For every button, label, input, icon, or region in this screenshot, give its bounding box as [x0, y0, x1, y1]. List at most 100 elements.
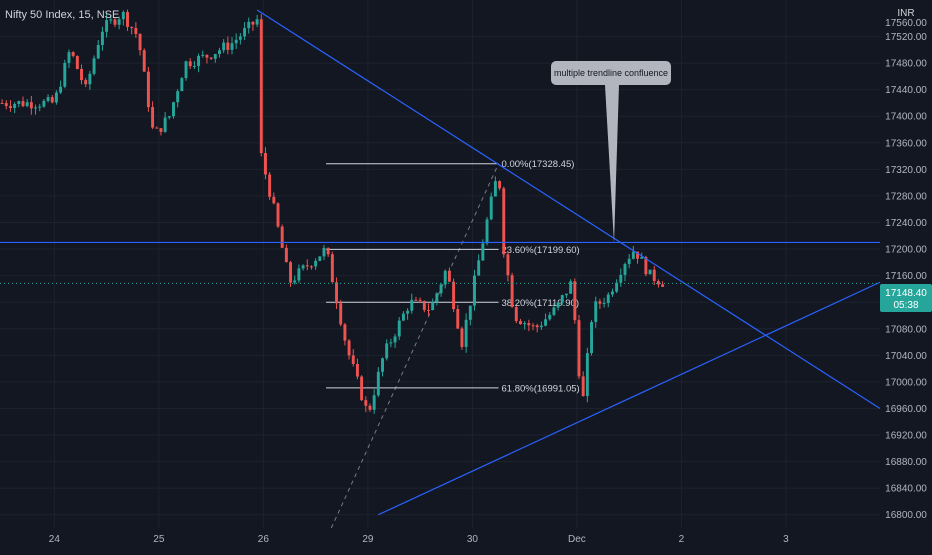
fib-retracement[interactable]: 0.00%(17328.45) 23.60%(17199.60) 38.20%(17…: [326, 159, 580, 529]
candle-body: [623, 264, 627, 275]
candle-body: [648, 269, 652, 275]
candle-body: [284, 247, 288, 263]
price-tick-label: 16920.00: [885, 431, 927, 442]
price-axis[interactable]: INR 17560.00 17520.00 17480.00 17440.00 174…: [885, 8, 927, 521]
time-tick-label: 25: [153, 534, 165, 545]
candle-body: [552, 307, 556, 315]
candle-body: [21, 101, 25, 107]
candle-body: [548, 314, 552, 320]
candle-body: [464, 319, 468, 347]
fib-trend-line[interactable]: [330, 163, 499, 529]
candle-body: [535, 325, 539, 328]
candle-body: [368, 405, 372, 410]
candle-body: [264, 153, 267, 175]
candles-layer: [0, 9, 665, 414]
candle-body: [406, 310, 410, 314]
candle-body: [452, 281, 456, 310]
candle-body: [510, 275, 514, 308]
candle-body: [385, 343, 389, 359]
candle-body: [13, 104, 17, 108]
candle-body: [172, 102, 175, 117]
candle-body: [155, 127, 159, 129]
candle-body: [272, 196, 276, 204]
candle-body: [460, 328, 464, 347]
candle-body: [322, 247, 326, 257]
candle-body: [138, 33, 142, 51]
candle-body: [117, 19, 121, 25]
candle-body: [610, 291, 614, 295]
candle-body: [619, 274, 623, 283]
candle-body: [468, 305, 472, 320]
candle-body: [142, 50, 146, 72]
candle-body: [493, 181, 497, 197]
time-tick-label: 29: [362, 534, 374, 545]
candle-body: [636, 251, 639, 259]
candle-body: [213, 54, 217, 59]
price-tick-label: 17480.00: [885, 59, 927, 70]
candle-body: [590, 322, 594, 354]
candle-body: [381, 358, 384, 372]
candle-body: [422, 300, 426, 310]
time-tick-label: 2: [679, 534, 685, 545]
candle-body: [130, 26, 134, 28]
price-tick-label: 17080.00: [885, 324, 927, 335]
candle-body: [80, 69, 83, 81]
trendlines-layer[interactable]: [0, 9, 881, 516]
price-tick-label: 17360.00: [885, 138, 927, 149]
candle-body: [197, 55, 201, 66]
candle-body: [268, 174, 272, 197]
time-axis[interactable]: 24 25 26 29 30 Dec 2 3: [0, 528, 932, 550]
candle-body: [544, 319, 548, 326]
candle-body: [443, 270, 447, 285]
candle-body: [397, 320, 401, 337]
candle-body: [259, 19, 263, 154]
candle-body: [309, 266, 313, 268]
candle-body: [573, 281, 577, 321]
price-tick-label: 17040.00: [885, 351, 927, 362]
grid-layer: [0, 0, 880, 528]
candle-body: [230, 43, 234, 50]
annotation-pointer: [605, 85, 619, 243]
candle-body: [71, 52, 75, 56]
symbol-label[interactable]: Nifty 50 Index, 15, NSE: [5, 9, 119, 21]
candle-body: [42, 100, 46, 107]
candle-body: [539, 325, 543, 328]
candle-body: [255, 19, 259, 25]
candle-body: [477, 260, 481, 276]
candle-body: [276, 203, 280, 227]
candle-body: [627, 258, 631, 265]
candle-body: [473, 275, 476, 306]
trendline-ascending[interactable]: [378, 281, 881, 516]
candle-body: [234, 39, 238, 44]
candle-body: [59, 86, 63, 93]
candle-body: [360, 376, 364, 401]
price-tick-label: 17200.00: [885, 245, 927, 256]
candle-body: [427, 309, 430, 311]
candle-body: [435, 293, 439, 303]
candle-body: [63, 62, 67, 87]
trendline-descending[interactable]: [256, 9, 881, 409]
price-tag-value: 17148.40: [885, 288, 927, 299]
candle-body: [88, 73, 92, 85]
annotation-box: [551, 61, 671, 85]
candle-body: [318, 256, 322, 261]
candle-body: [293, 280, 297, 283]
candle-body: [176, 91, 180, 103]
candle-body: [514, 307, 518, 322]
price-tick-label: 17280.00: [885, 191, 927, 202]
candle-body: [100, 31, 104, 45]
candle-body: [8, 106, 12, 108]
candle-body: [134, 27, 138, 34]
candle-body: [126, 11, 129, 27]
candle-body: [201, 54, 205, 56]
price-tick-label: 17240.00: [885, 218, 927, 229]
annotation-callout[interactable]: multiple trendline confluence: [551, 61, 671, 243]
price-tick-label: 16800.00: [885, 510, 927, 521]
candle-body: [410, 299, 414, 311]
candle-body: [581, 376, 585, 397]
candle-body: [631, 251, 635, 259]
candle-body: [527, 323, 531, 326]
candle-body: [506, 254, 510, 276]
